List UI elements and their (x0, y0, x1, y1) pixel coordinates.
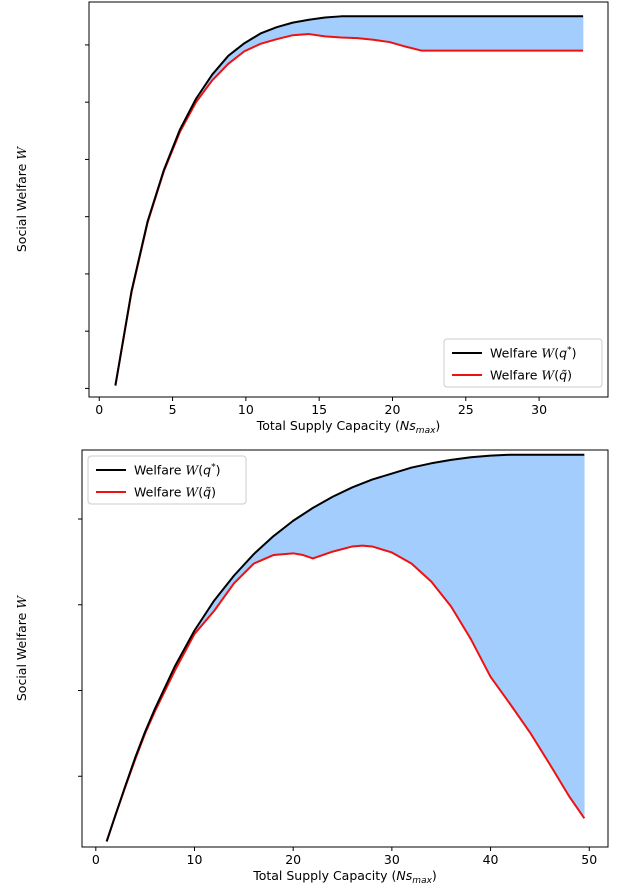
x-tick-label: 30 (531, 402, 547, 417)
x-tick-label: 5 (169, 402, 177, 417)
x-tick-label: 20 (385, 402, 401, 417)
legend-label-approx: Welfare W(q̃) (490, 368, 572, 383)
chart-bottom: 0 10 20 30 40 50 Total Supply Capacity (Nsmax)… (14, 449, 609, 886)
legend-label-approx: Welfare W(q̃) (134, 485, 216, 500)
x-axis-label: Total Supply Capacity (Nsmax) (256, 418, 441, 436)
plot-frame (88, 1, 609, 398)
series-line-approx (114, 33, 584, 386)
x-tick-label: 10 (187, 852, 203, 867)
series-line-optimal (114, 15, 584, 386)
y-axis-label: Social Welfare W (14, 595, 29, 701)
plot-frame (81, 449, 609, 848)
legend-label-optimal: Welfare W(q*) (134, 463, 220, 478)
x-tick-label: 0 (95, 402, 103, 417)
x-axis-label: Total Supply Capacity (Nsmax) (252, 868, 437, 886)
legend-label-optimal: Welfare W(q*) (490, 346, 576, 361)
x-tick-label: 50 (581, 852, 597, 867)
legend: Welfare W(q*) Welfare W(q̃) (87, 455, 247, 505)
legend: Welfare W(q*) Welfare W(q̃) (443, 338, 603, 388)
x-tick-label: 15 (311, 402, 327, 417)
legend-box (87, 455, 247, 505)
x-tick-label: 40 (483, 852, 499, 867)
x-tick-label: 10 (238, 402, 254, 417)
series-line-optimal (105, 453, 585, 842)
x-tick-label: 0 (92, 852, 100, 867)
chart-top: 0 5 10 15 20 25 30 Total Supply Capacity (Nsmax… (14, 1, 609, 436)
x-tick-label: 25 (458, 402, 474, 417)
legend-box (443, 338, 603, 388)
x-tick-label: 20 (285, 852, 301, 867)
welfare-gap-fill (106, 454, 585, 842)
x-tick-label: 30 (384, 852, 400, 867)
y-axis-label: Social Welfare W (14, 146, 29, 252)
welfare-gap-fill (115, 16, 584, 386)
